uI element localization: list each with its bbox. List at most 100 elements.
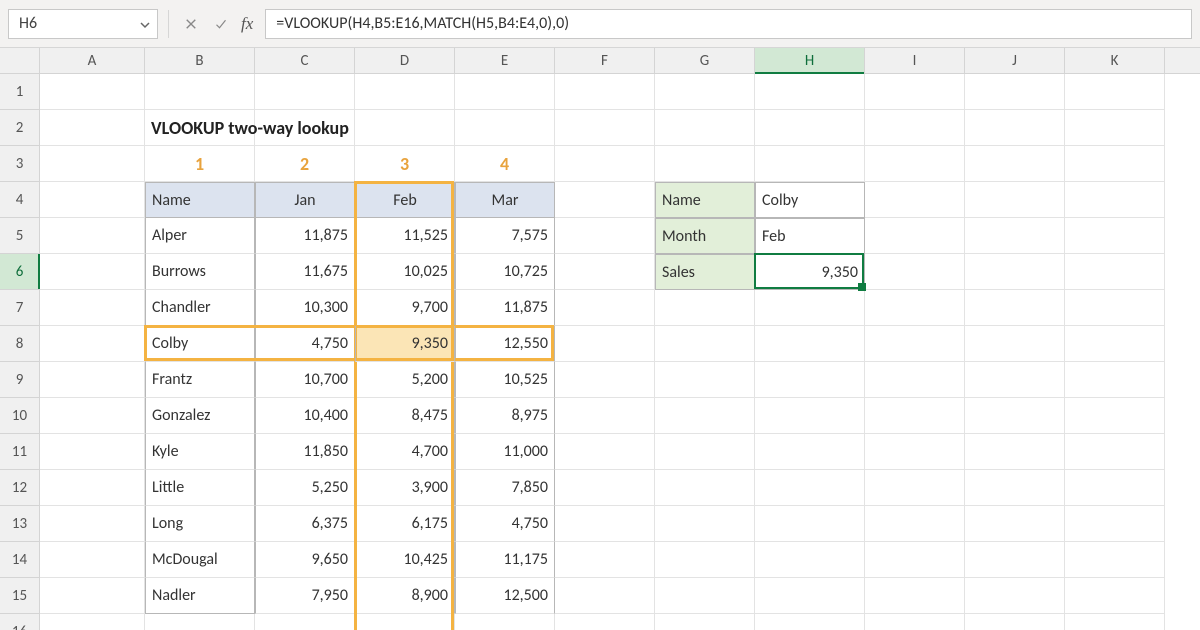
cell-I7[interactable] [865, 290, 965, 326]
cell-C4[interactable]: Jan [255, 182, 355, 218]
cell-H9[interactable] [755, 362, 865, 398]
cell-E16[interactable] [455, 614, 555, 630]
cell-H7[interactable] [755, 290, 865, 326]
cell-F2[interactable] [555, 110, 655, 146]
cell-K10[interactable] [1065, 398, 1165, 434]
cell-K1[interactable] [1065, 74, 1165, 110]
row-header-5[interactable]: 5 [0, 218, 39, 254]
cell-F16[interactable] [555, 614, 655, 630]
cell-E3[interactable]: 4 [455, 146, 555, 182]
cell-F9[interactable] [555, 362, 655, 398]
column-header-F[interactable]: F [555, 48, 655, 73]
cell-B4[interactable]: Name [145, 182, 255, 218]
column-header-G[interactable]: G [655, 48, 755, 73]
column-header-I[interactable]: I [865, 48, 965, 73]
cell-E7[interactable]: 11,875 [455, 290, 555, 326]
cell-J10[interactable] [965, 398, 1065, 434]
cell-D10[interactable]: 8,475 [355, 398, 455, 434]
row-header-6[interactable]: 6 [0, 254, 39, 290]
cell-D12[interactable]: 3,900 [355, 470, 455, 506]
cell-B15[interactable]: Nadler [145, 578, 255, 614]
cell-E5[interactable]: 7,575 [455, 218, 555, 254]
cell-J4[interactable] [965, 182, 1065, 218]
cell-C7[interactable]: 10,300 [255, 290, 355, 326]
cell-K3[interactable] [1065, 146, 1165, 182]
cell-I13[interactable] [865, 506, 965, 542]
cell-I14[interactable] [865, 542, 965, 578]
cell-J7[interactable] [965, 290, 1065, 326]
cell-C11[interactable]: 11,850 [255, 434, 355, 470]
cell-G12[interactable] [655, 470, 755, 506]
cell-I2[interactable] [865, 110, 965, 146]
cell-B3[interactable]: 1 [145, 146, 255, 182]
cell-H12[interactable] [755, 470, 865, 506]
cell-C9[interactable]: 10,700 [255, 362, 355, 398]
cell-C10[interactable]: 10,400 [255, 398, 355, 434]
cell-C3[interactable]: 2 [255, 146, 355, 182]
cell-H5[interactable]: Feb [755, 218, 865, 254]
cell-F14[interactable] [555, 542, 655, 578]
cell-H10[interactable] [755, 398, 865, 434]
row-header-9[interactable]: 9 [0, 362, 39, 398]
cell-H15[interactable] [755, 578, 865, 614]
cell-I12[interactable] [865, 470, 965, 506]
cell-J16[interactable] [965, 614, 1065, 630]
cell-D13[interactable]: 6,175 [355, 506, 455, 542]
cell-I10[interactable] [865, 398, 965, 434]
cancel-icon[interactable] [179, 11, 203, 37]
cell-J1[interactable] [965, 74, 1065, 110]
cell-K9[interactable] [1065, 362, 1165, 398]
cell-A13[interactable] [40, 506, 145, 542]
row-header-16[interactable]: 16 [0, 614, 39, 630]
cell-K12[interactable] [1065, 470, 1165, 506]
cell-K11[interactable] [1065, 434, 1165, 470]
cell-K15[interactable] [1065, 578, 1165, 614]
cell-I4[interactable] [865, 182, 965, 218]
cell-H14[interactable] [755, 542, 865, 578]
cell-H13[interactable] [755, 506, 865, 542]
cell-F8[interactable] [555, 326, 655, 362]
cell-B14[interactable]: McDougal [145, 542, 255, 578]
cell-G16[interactable] [655, 614, 755, 630]
cell-F15[interactable] [555, 578, 655, 614]
cell-G8[interactable] [655, 326, 755, 362]
row-header-2[interactable]: 2 [0, 110, 39, 146]
cell-B1[interactable] [145, 74, 255, 110]
cell-K5[interactable] [1065, 218, 1165, 254]
formula-input[interactable]: =VLOOKUP(H4,B5:E16,MATCH(H5,B4:E4,0),0) [265, 9, 1192, 39]
cell-H3[interactable] [755, 146, 865, 182]
cell-G9[interactable] [655, 362, 755, 398]
cell-A4[interactable] [40, 182, 145, 218]
column-header-K[interactable]: K [1065, 48, 1165, 73]
cell-B7[interactable]: Chandler [145, 290, 255, 326]
cell-F12[interactable] [555, 470, 655, 506]
cell-G10[interactable] [655, 398, 755, 434]
cell-C12[interactable]: 5,250 [255, 470, 355, 506]
cell-B8[interactable]: Colby [145, 326, 255, 362]
cell-I15[interactable] [865, 578, 965, 614]
cell-J9[interactable] [965, 362, 1065, 398]
cell-K4[interactable] [1065, 182, 1165, 218]
cell-J3[interactable] [965, 146, 1065, 182]
cell-A5[interactable] [40, 218, 145, 254]
cell-G14[interactable] [655, 542, 755, 578]
cell-D4[interactable]: Feb [355, 182, 455, 218]
cell-J15[interactable] [965, 578, 1065, 614]
column-header-A[interactable]: A [40, 48, 145, 73]
cell-E1[interactable] [455, 74, 555, 110]
cell-C5[interactable]: 11,875 [255, 218, 355, 254]
cell-K8[interactable] [1065, 326, 1165, 362]
cell-B9[interactable]: Frantz [145, 362, 255, 398]
cell-D2[interactable] [355, 110, 455, 146]
cell-D3[interactable]: 3 [355, 146, 455, 182]
cell-G11[interactable] [655, 434, 755, 470]
cell-H2[interactable] [755, 110, 865, 146]
cell-K7[interactable] [1065, 290, 1165, 326]
cell-B2[interactable]: VLOOKUP two-way lookup [145, 110, 255, 146]
cell-G3[interactable] [655, 146, 755, 182]
cell-H6[interactable]: 9,350 [755, 254, 865, 290]
cell-C1[interactable] [255, 74, 355, 110]
column-header-D[interactable]: D [355, 48, 455, 73]
cell-F10[interactable] [555, 398, 655, 434]
cell-F4[interactable] [555, 182, 655, 218]
